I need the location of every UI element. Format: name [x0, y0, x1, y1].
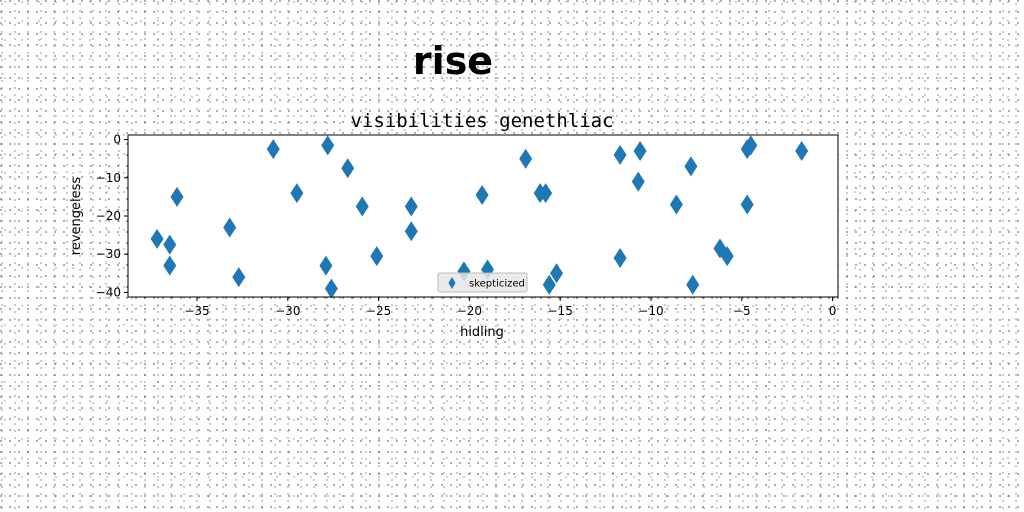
scatter-point	[223, 217, 237, 238]
scatter-point	[150, 228, 164, 249]
y-tick-label: −20	[96, 209, 121, 223]
chart-title: visibilities genethliac	[350, 110, 613, 132]
scatter-point	[613, 248, 627, 269]
scatter-point	[744, 135, 758, 156]
scatter-point	[404, 221, 418, 242]
scatter-point	[795, 141, 809, 162]
y-tick-label: −30	[96, 247, 121, 261]
scatter-point	[684, 156, 698, 177]
scatter-point	[613, 144, 627, 165]
legend-box	[437, 272, 528, 293]
scatter-point	[475, 184, 489, 205]
scatter-point	[740, 194, 754, 215]
scatter-point	[321, 135, 335, 156]
scatter-point	[319, 255, 333, 276]
y-tick-label: −40	[96, 285, 121, 299]
x-tick-label: 0	[829, 304, 837, 318]
scatter-point	[404, 196, 418, 217]
scatter-point	[290, 183, 304, 204]
scatter-point	[163, 255, 177, 276]
x-axis-label: hidling	[460, 325, 504, 340]
x-tick-label: −5	[733, 304, 751, 318]
y-tick-label: 0	[113, 133, 121, 147]
scatter-point	[720, 246, 734, 267]
x-tick-label: −20	[457, 304, 482, 318]
y-axis-label: revengeless	[69, 177, 84, 256]
scatter-point	[163, 234, 177, 255]
y-tick-label: −10	[96, 171, 121, 185]
x-tick-label: −10	[638, 304, 663, 318]
scatter-point	[631, 171, 645, 192]
scatter-point	[266, 139, 280, 160]
x-tick-label: −25	[366, 304, 391, 318]
legend-entry-label: skepticized	[469, 279, 525, 290]
scatter-point	[170, 186, 184, 207]
scatter-point	[341, 158, 355, 179]
x-tick-label: −35	[184, 304, 209, 318]
legend: skepticized	[437, 272, 528, 293]
y-axis-ticks: 0 −10 −20 −30 −40	[96, 133, 128, 299]
scatter-point	[686, 274, 700, 295]
scatter-point	[232, 267, 246, 288]
scatter-point	[324, 278, 338, 299]
scatter-point	[669, 194, 683, 215]
points-layer	[150, 135, 809, 299]
legend-marker-diamond-icon	[448, 277, 456, 289]
scatter-point	[633, 141, 647, 162]
scatter-point	[550, 263, 564, 284]
x-tick-label: −30	[275, 304, 300, 318]
scatter-point	[542, 274, 556, 295]
scatter-point	[539, 183, 553, 204]
scatter-point	[355, 196, 369, 217]
scatter-point	[370, 246, 384, 267]
x-tick-label: −15	[548, 304, 573, 318]
scatter-point	[519, 148, 533, 169]
figure-suptitle: rise	[413, 39, 493, 83]
x-axis-ticks: −35 −30 −25 −20 −15 −10 −5 0	[184, 297, 836, 318]
